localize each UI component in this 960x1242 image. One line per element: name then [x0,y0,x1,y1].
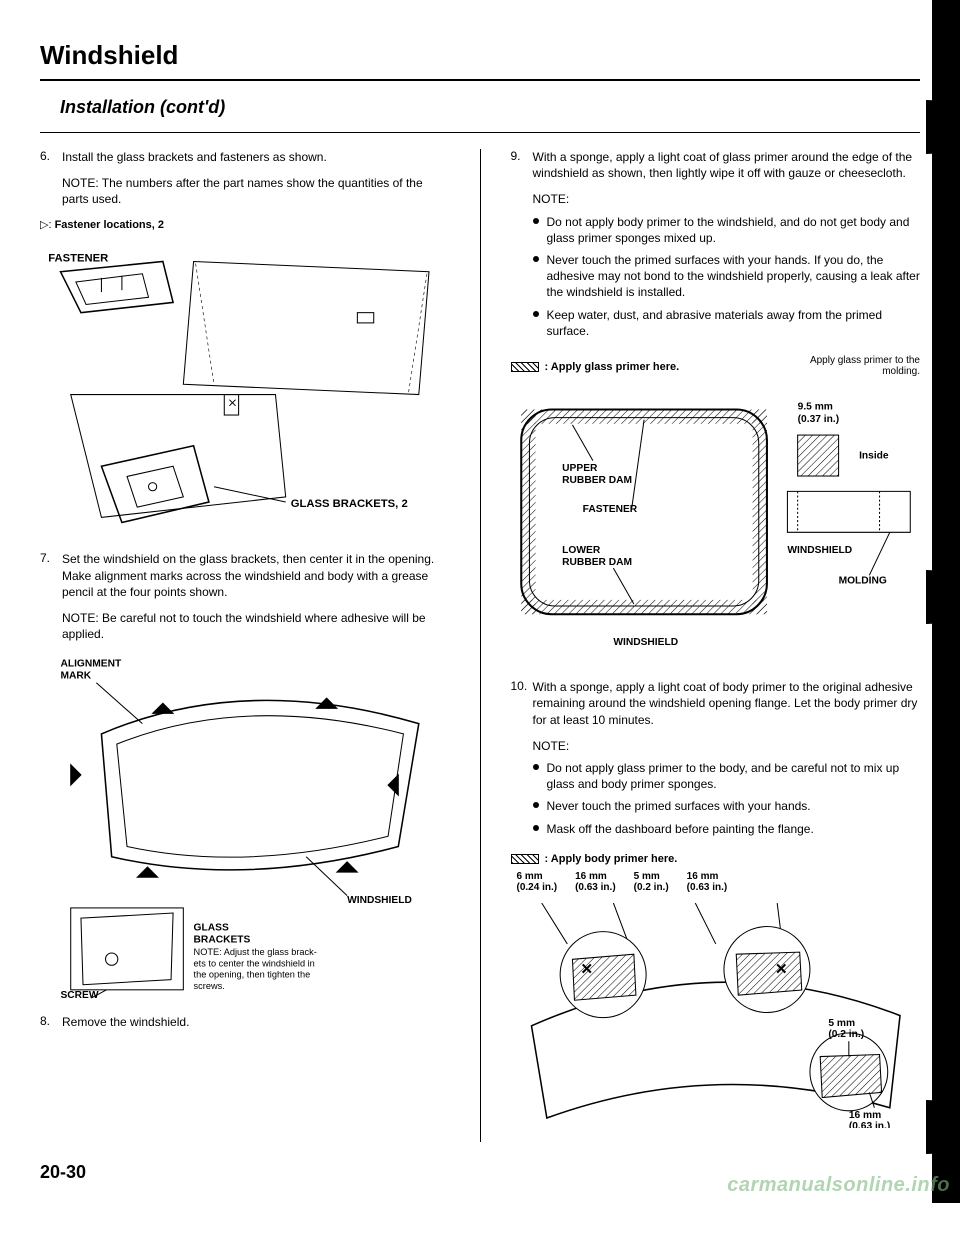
body-primer-legend: : Apply body primer here. [511,853,921,865]
brackets-note-3: the opening, then tighten the [194,970,311,980]
lower-label-2: RUBBER DAM [562,557,632,568]
figure-1-caption: ▷: Fastener locations, 2 [40,218,450,231]
step-10-bullets: Do not apply glass primer to the body, a… [533,760,921,837]
brackets-note-prefix: NOTE: Adjust the glass brack- [194,947,317,957]
windshield-label: WINDSHIELD [347,895,412,906]
windshield-side-label: WINDSHIELD [787,545,852,556]
d2: 16 mm(0.63 in.) [575,871,616,893]
step-text: Install the glass brackets and fasteners… [62,150,327,164]
rule-1 [40,79,920,81]
brackets-note-2: ets to center the windshield in [194,959,315,969]
dim-1-in: (0.37 in.) [797,414,838,425]
step-6: 6. Install the glass brackets and fasten… [40,149,450,208]
step-8: 8. Remove the windshield. [40,1014,450,1030]
figure-1: FASTENER [40,241,450,538]
step-9-note-label: NOTE: [533,191,921,207]
side-note: Apply glass primer to the molding. [800,355,920,379]
left-column: 6. Install the glass brackets and fasten… [40,149,450,1142]
fig3-topnote: : Apply glass primer here. Apply glass p… [511,355,921,379]
legend-text: : Apply glass primer here. [545,361,680,373]
glass-brackets-label: GLASS BRACKETS, 2 [291,498,408,510]
step-text: With a sponge, apply a light coat of bod… [533,680,918,726]
step-6-note: NOTE: The numbers after the part names s… [62,175,450,207]
bullet: Do not apply glass primer to the body, a… [533,760,921,792]
legend-text: : Apply body primer here. [545,853,678,865]
screw-label: SCREW [60,990,98,1000]
step-10-note-label: NOTE: [533,738,921,754]
windshield-btm-label: WINDSHIELD [613,637,678,648]
section-subtitle: Installation (cont'd) [60,97,920,118]
step-text: Set the windshield on the glass brackets… [62,552,434,598]
bullet: Never touch the primed surfaces with you… [533,798,921,814]
fastener-symbol: ▷: [40,219,55,231]
step-text: Remove the windshield. [62,1015,189,1029]
note-text: Be careful not to touch the windshield w… [62,611,426,641]
columns: 6. Install the glass brackets and fasten… [40,149,920,1142]
molding-label: MOLDING [838,575,886,586]
figure-2: ALIGNMENT MARK WINDSHIELD [40,652,450,1000]
rule-2 [40,132,920,133]
d6: 16 mm [848,1110,880,1121]
step-9: 9. With a sponge, apply a light coat of … [511,149,921,345]
d5-in: (0.2 in.) [828,1029,864,1040]
figure-3: UPPER RUBBER DAM FASTENER LOWER RUBBER D… [511,389,921,665]
fig4-dims-row: 6 mm(0.24 in.) 16 mm(0.63 in.) 5 mm(0.2 … [517,871,921,893]
step-num: 6. [40,149,62,208]
alignment-label-2: MARK [60,671,91,682]
fastener-label: FASTENER [48,252,108,264]
hatch-icon [511,854,539,864]
page: Windshield Installation (cont'd) 6. Inst… [0,0,960,1203]
step-num: 7. [40,551,62,642]
figure-4: 5 mm (0.2 in.) 16 mm (0.63 in.) [511,903,921,1128]
note-prefix: NOTE: [62,611,99,625]
brackets-label: BRACKETS [194,935,251,946]
fastener-label: FASTENER [582,504,637,515]
step-num: 8. [40,1014,62,1030]
inside-label: Inside [859,450,889,461]
bullet: Never touch the primed surfaces with you… [533,252,921,301]
upper-dam-label: UPPER [562,463,598,474]
brackets-note-4: screws. [194,981,225,991]
upper-dam-label-2: RUBBER DAM [562,475,632,486]
watermark: carmanualsonline.info [727,1174,950,1197]
step-text: With a sponge, apply a light coat of gla… [533,150,913,180]
step-7-note: NOTE: Be careful not to touch the windsh… [62,610,450,642]
hatch-icon [511,362,539,372]
glass-primer-legend: : Apply glass primer here. [511,361,680,373]
fastener-loc-text: Fastener locations, 2 [55,219,164,231]
page-title: Windshield [40,40,920,71]
bullet: Keep water, dust, and abrasive materials… [533,307,921,339]
right-column: 9. With a sponge, apply a light coat of … [511,149,921,1142]
d5: 5 mm [828,1018,855,1029]
alignment-label: ALIGNMENT [60,659,121,670]
dim-1: 9.5 mm [797,401,832,412]
bullet: Do not apply body primer to the windshie… [533,214,921,246]
column-divider [480,149,481,1142]
note-text: The numbers after the part names show th… [62,176,423,206]
d6-in: (0.63 in.) [848,1121,889,1128]
step-7: 7. Set the windshield on the glass brack… [40,551,450,642]
lower-label-1: LOWER [562,545,601,556]
step-num: 9. [511,149,533,345]
note-prefix: NOTE: [62,176,99,190]
d3: 5 mm(0.2 in.) [634,871,669,893]
d4: 16 mm(0.63 in.) [687,871,728,893]
d1: 6 mm(0.24 in.) [517,871,558,893]
glass-label: GLASS [194,923,229,934]
step-num: 10. [511,679,533,843]
step-10: 10. With a sponge, apply a light coat of… [511,679,921,843]
step-9-bullets: Do not apply body primer to the windshie… [533,214,921,339]
bullet: Mask off the dashboard before painting t… [533,821,921,837]
